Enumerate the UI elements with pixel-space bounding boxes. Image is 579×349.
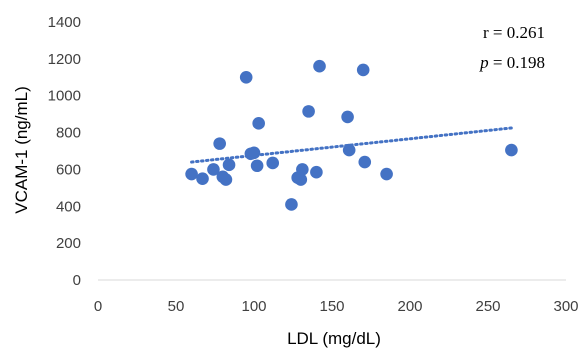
x-tick-label: 150 [319, 298, 344, 315]
data-point [250, 159, 264, 173]
data-point [207, 163, 220, 176]
data-point [302, 105, 315, 118]
data-point [313, 59, 326, 73]
axes: 0 50 100 150 200 250 300 0 200 400 600 800 1000 1200 1… [48, 14, 579, 315]
data-point [341, 110, 354, 124]
p-symbol: p [479, 53, 489, 72]
x-tick-label: 200 [397, 298, 422, 315]
data-point [213, 137, 226, 150]
y-tick-label: 200 [56, 235, 81, 252]
data-point [285, 198, 298, 211]
data-points [185, 59, 518, 211]
r-annotation: r = 0.261 [483, 23, 545, 42]
data-point [247, 146, 261, 160]
x-tick-label: 300 [553, 298, 578, 315]
data-point [310, 165, 323, 179]
x-tick-label: 250 [475, 298, 500, 315]
data-point [196, 172, 209, 185]
data-point [505, 143, 518, 157]
y-tick-label: 1400 [48, 14, 81, 31]
y-axis-title: VCAM-1 (ng/mL) [12, 86, 31, 214]
x-axis-title: LDL (mg/dL) [287, 329, 381, 348]
data-point [219, 173, 233, 186]
data-point [380, 167, 393, 181]
data-point [356, 63, 370, 77]
data-point [239, 70, 253, 84]
data-point [294, 173, 308, 186]
x-tick-label: 50 [168, 298, 185, 315]
data-point [222, 158, 236, 172]
x-tick-label: 100 [241, 298, 266, 315]
y-tick-label: 400 [56, 198, 81, 215]
data-point [266, 156, 280, 170]
data-point [358, 155, 372, 169]
x-tick-label: 0 [94, 298, 102, 315]
data-point [252, 117, 265, 130]
y-tick-label: 1200 [48, 51, 81, 68]
y-tick-label: 600 [56, 161, 81, 178]
data-point [296, 163, 309, 176]
p-value: = 0.198 [489, 53, 545, 72]
y-tick-label: 1000 [48, 88, 81, 105]
y-tick-label: 0 [73, 272, 81, 289]
p-annotation: p = 0.198 [479, 53, 545, 72]
data-point [342, 143, 356, 157]
data-point [185, 167, 198, 181]
y-tick-label: 800 [56, 125, 81, 142]
